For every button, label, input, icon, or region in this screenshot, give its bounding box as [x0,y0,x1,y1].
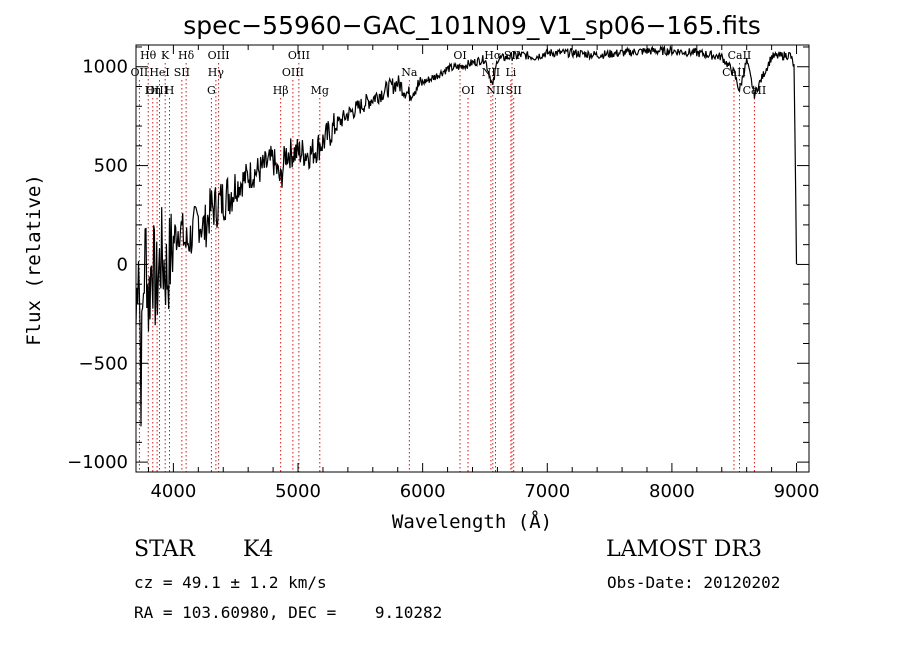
spectral-line-label: OI [461,84,474,97]
spectral-line-label: CaII [722,66,746,79]
spectral-line-label: G [207,84,216,97]
object-subclass: K4 [243,537,274,562]
spectral-line-label: OIII [288,49,310,62]
spectral-line-label: NII [482,66,500,79]
spectral-line-label: Hβ [273,84,289,97]
plot-frame [135,44,810,473]
observation-date: Obs-Date: 20120202 [607,573,781,592]
spectral-line-label: Na [401,66,418,79]
x-tick-label: 4000 [150,481,196,502]
spectral-line-label: Li [505,66,516,79]
object-class: STAR [134,537,195,562]
spectral-line-label: H [165,84,175,97]
spectral-line-label: SII [174,66,190,79]
spectral-line-label: Hη [145,84,161,97]
x-tick-label: 6000 [400,481,446,502]
axis-ticks-layer: 4000 5000 6000 7000 8000 9000 −1000 −500 0 500 100… [67,45,819,502]
y-axis-label: Flux (relative) [23,174,45,346]
y-tick-label: 500 [94,156,128,177]
spectral-line-label: SII [506,84,522,97]
spectral-line-label: OIII [282,66,304,79]
spectral-line-label: OIII [208,49,230,62]
survey-name: LAMOST DR3 [606,537,762,562]
x-tick-label: 8000 [649,481,695,502]
x-tick-label: 7000 [524,481,570,502]
spectral-line-label: Mg [311,84,329,97]
chart-title: spec−55960−GAC_101N09_V1_sp06−165.fits [183,11,761,40]
spectral-line-label: NII [486,84,504,97]
spectral-line-label: Hα [484,49,502,62]
y-tick-label: 1000 [82,57,128,78]
spectral-line-label: CaII [728,49,752,62]
y-tick-label: −500 [79,353,128,374]
spectral-line-label: OII [131,66,149,79]
spectral-line-label: K [161,49,170,62]
y-tick-label: 0 [117,254,128,275]
x-tick-label: 9000 [774,481,820,502]
spectral-line-label: Hγ [208,66,225,79]
spectral-line-label: HeI [149,66,169,79]
redshift-cz: cz = 49.1 ± 1.2 km/s [134,573,327,592]
spectral-line-label: Hθ [140,49,157,62]
y-tick-label: −1000 [67,452,128,473]
spectral-line-label: OI [453,49,466,62]
ra-dec-coordinates: RA = 103.60980, DEC = 9.10282 [134,603,443,622]
x-axis-label: Wavelength (Å) [392,510,552,533]
spectral-line-label: OIII [146,84,168,97]
flux-series-line [135,44,798,427]
spectral-lines-layer: Hθ OII OIII K HeI Hη SII H Hδ OIII Hγ G OIII OIII Hβ Mg… [131,49,766,472]
x-tick-label: 5000 [275,481,321,502]
spectral-line-label: Hδ [178,49,195,62]
